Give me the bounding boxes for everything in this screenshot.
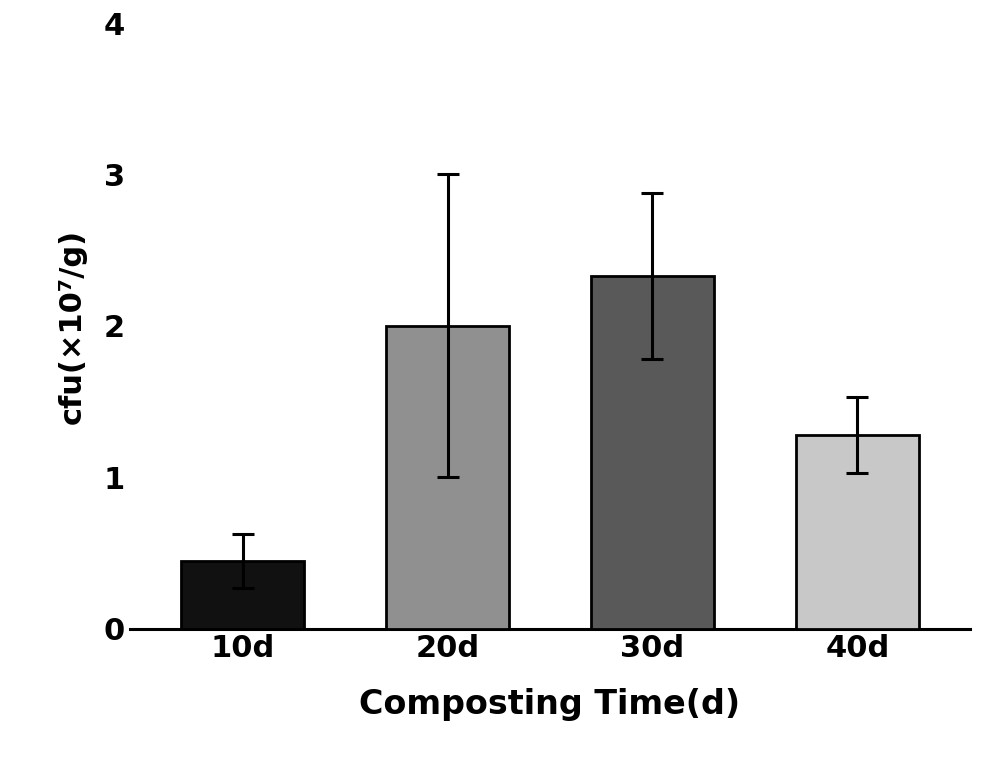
Bar: [796, 435, 919, 629]
Y-axis label: cfu(×10⁷/g): cfu(×10⁷/g): [58, 229, 87, 423]
Bar: [386, 326, 509, 629]
Bar: [591, 276, 714, 629]
X-axis label: Composting Time(d): Composting Time(d): [359, 688, 741, 721]
Bar: [181, 561, 304, 629]
